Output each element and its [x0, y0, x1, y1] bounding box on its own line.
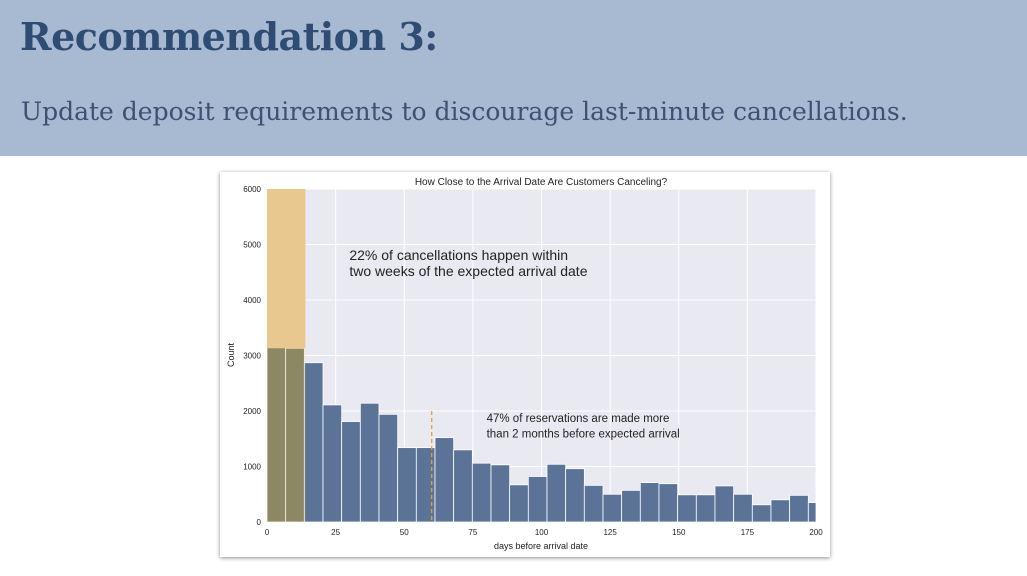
histogram-bar: [527, 476, 548, 523]
histogram-bar: [770, 499, 791, 523]
histogram-bar: [434, 437, 455, 523]
x-tick-label: 0: [265, 528, 270, 537]
y-tick-label: 3000: [243, 352, 261, 361]
histogram-bar: [471, 462, 492, 523]
slide-header: Recommendation 3: Update deposit require…: [0, 0, 1027, 156]
y-tick-label: 4000: [243, 296, 261, 305]
x-tick-label: 50: [400, 528, 409, 537]
bars: [266, 204, 817, 523]
x-tick-label: 150: [672, 528, 686, 537]
histogram-bar: [639, 482, 660, 523]
y-tick-label: 1000: [243, 463, 261, 472]
histogram-bar: [546, 463, 567, 523]
histogram-bar: [359, 402, 380, 523]
highlight-overlay: [267, 189, 306, 522]
histogram-bar: [322, 404, 343, 523]
histogram-bar: [303, 362, 324, 523]
histogram-bar: [751, 504, 772, 523]
chart-card: 0 25 50 75 100 125 150 175 200 0 1000 2000 3000 4000 5…: [220, 172, 830, 557]
histogram-bar: [378, 413, 399, 523]
y-tick-label: 2000: [243, 407, 261, 416]
histogram-bar: [453, 449, 473, 523]
highlight-band: [267, 189, 306, 349]
chart-title: How Close to the Arrival Date Are Custom…: [415, 177, 668, 188]
histogram-bar: [602, 493, 623, 523]
histogram-bar: [677, 494, 697, 523]
annotation-text: 22% of cancellations happen within: [349, 247, 568, 263]
annotation-text: than 2 months before expected arrival: [487, 429, 680, 441]
histogram-bar: [658, 483, 679, 523]
y-tick-label: 0: [257, 518, 262, 527]
x-tick-label: 75: [468, 528, 477, 537]
histogram-bar: [621, 489, 641, 523]
annotation-text: two weeks of the expected arrival date: [349, 263, 587, 279]
y-tick-label: 6000: [243, 185, 261, 194]
x-axis-label: days before arrival date: [494, 541, 588, 551]
histogram-bar: [807, 502, 817, 523]
histogram-bar: [565, 468, 585, 523]
histogram-bar: [714, 485, 735, 523]
y-tick-label: 5000: [243, 241, 261, 250]
x-tick-label: 200: [809, 528, 823, 537]
histogram-bar: [341, 421, 361, 523]
histogram-bar: [789, 494, 809, 523]
x-tick-label: 125: [603, 528, 617, 537]
x-tick-label: 100: [535, 528, 549, 537]
histogram-bar: [733, 493, 753, 523]
x-tick-label: 25: [331, 528, 340, 537]
y-axis-label: Count: [226, 343, 236, 368]
slide-title: Recommendation 3:: [20, 14, 438, 59]
annotation-text: 47% of reservations are made more: [487, 413, 670, 425]
slide-subtitle: Update deposit requirements to discourag…: [21, 97, 908, 126]
histogram-chart: 0 25 50 75 100 125 150 175 200010002000300040005…: [226, 177, 823, 551]
x-tick-label: 175: [741, 528, 755, 537]
tick-labels: 0 25 50 75 100 125 150 175 200010002000300040005…: [243, 185, 823, 537]
histogram-bar: [509, 484, 529, 523]
highlight-layer: [267, 189, 306, 522]
histogram-bar: [397, 447, 417, 523]
histogram-bar: [695, 494, 716, 523]
histogram-bar: [583, 484, 604, 523]
histogram-bar: [490, 464, 511, 523]
